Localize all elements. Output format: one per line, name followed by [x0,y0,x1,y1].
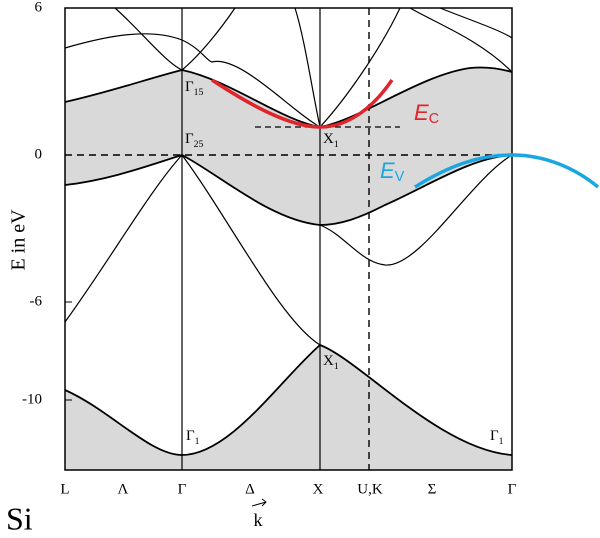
point-label: X1 [323,353,339,372]
y-axis-label: E in eV [8,209,30,271]
symbol: X [323,131,334,147]
symbol: E [380,158,395,183]
k-point-label: Δ [245,481,255,497]
k-point-label: Γ [508,481,517,497]
band [64,154,513,226]
subscript: 15 [194,87,204,98]
k-point-label: X [313,481,324,497]
lower-shading [65,345,512,470]
k-point-label: Σ [428,481,437,497]
symbol: Γ [185,79,194,95]
point-label: Γ1 [490,428,504,447]
symbol: E [414,100,429,125]
subscript: C [429,111,439,127]
band [64,33,321,128]
symbol: Γ [490,428,499,444]
subscript: 25 [194,139,204,150]
point-label: X1 [323,131,339,150]
k-point-label: Λ [118,481,129,497]
subscript: 1 [334,139,339,150]
band [64,343,513,456]
symbol: X [323,353,334,369]
plot-frame [64,7,513,471]
band [409,7,513,73]
conduction-band-edge [211,78,394,129]
subscript: 1 [499,436,504,447]
point-label: Γ1 [186,428,200,447]
band [319,154,513,266]
k-point-label: L [60,481,69,497]
y-tick-label: 0 [35,146,43,162]
y-tick-label: -6 [30,293,43,309]
y-tick-label: -10 [22,391,42,407]
gap-shading [65,67,512,225]
band [64,154,183,323]
k-axis-label: k [254,510,263,530]
k-point-label: U,K [357,481,383,497]
k-point-label: Γ [178,481,187,497]
valence-band-edge [414,153,600,189]
ev-label: EV [380,158,405,185]
band [181,154,321,346]
band [114,7,183,71]
subscript: 1 [334,361,339,372]
symbol: Γ [186,428,195,444]
point-label: Γ15 [185,79,204,98]
subscript: 1 [195,436,200,447]
material-label: Si [6,500,33,536]
y-tick-label: 6 [35,0,43,15]
band [319,7,401,128]
k-arrow [251,498,267,507]
point-label: Γ25 [185,131,204,150]
subscript: V [395,169,405,185]
band [181,7,236,71]
symbol: Γ [185,131,194,147]
band [439,7,513,39]
ec-label: EC [414,100,439,127]
band [294,7,321,128]
